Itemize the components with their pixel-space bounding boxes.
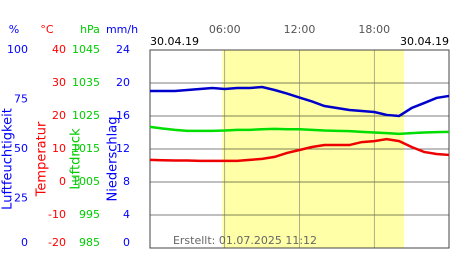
y-tick-label: 1005 bbox=[72, 175, 100, 188]
y-tick-label: 25 bbox=[14, 192, 28, 205]
y-tick-label: 50 bbox=[14, 142, 28, 155]
series-line bbox=[150, 85, 450, 118]
footer: Erstellt: 01.07.2025 11:12 bbox=[173, 234, 317, 247]
y-tick-label: -20 bbox=[48, 236, 66, 249]
x-tick-label: 18:00 bbox=[358, 23, 390, 36]
end-date: 30.04.19 bbox=[400, 35, 449, 48]
y-tick-label: 995 bbox=[79, 208, 100, 221]
x-tick-label: 12:00 bbox=[284, 23, 316, 36]
x-tick-label: 06:00 bbox=[209, 23, 241, 36]
y-tick-label: -10 bbox=[48, 208, 66, 221]
axis-unit: hPa bbox=[80, 23, 100, 36]
y-tick-label: 12 bbox=[116, 142, 130, 155]
start-date: 30.04.19 bbox=[150, 35, 199, 48]
axis-unit: mm/h bbox=[106, 23, 138, 36]
y-tick-label: 1035 bbox=[72, 76, 100, 89]
y-tick-label: 1015 bbox=[72, 142, 100, 155]
series-line bbox=[149, 137, 450, 163]
y-tick-label: 10 bbox=[52, 142, 66, 155]
axis-unit: % bbox=[9, 23, 19, 36]
y-tick-label: 8 bbox=[123, 175, 130, 188]
y-tick-label: 75 bbox=[14, 93, 28, 106]
plot-frame bbox=[149, 49, 450, 249]
axis-title: Luftdruck bbox=[69, 128, 84, 190]
series-line bbox=[149, 125, 450, 136]
y-tick-label: 20 bbox=[116, 76, 130, 89]
y-tick-label: 0 bbox=[123, 236, 130, 249]
y-tick-label: 100 bbox=[7, 43, 28, 56]
y-tick-label: 24 bbox=[116, 43, 130, 56]
y-tick-label: 4 bbox=[123, 208, 130, 221]
axis-title: Luftfeuchtigkeit bbox=[1, 108, 16, 210]
y-tick-label: 1025 bbox=[72, 109, 100, 122]
y-tick-label: 30 bbox=[52, 76, 66, 89]
y-tick-label: 0 bbox=[59, 175, 66, 188]
y-tick-label: 16 bbox=[116, 109, 130, 122]
y-tick-label: 985 bbox=[79, 236, 100, 249]
axis-title: Niederschlag bbox=[106, 117, 121, 202]
y-tick-label: 1045 bbox=[72, 43, 100, 56]
y-tick-label: 20 bbox=[52, 109, 66, 122]
axis-unit: °C bbox=[40, 23, 54, 36]
y-tick-label: 0 bbox=[21, 236, 28, 249]
axis-title: Temperatur bbox=[35, 121, 50, 197]
y-tick-label: 40 bbox=[52, 43, 66, 56]
